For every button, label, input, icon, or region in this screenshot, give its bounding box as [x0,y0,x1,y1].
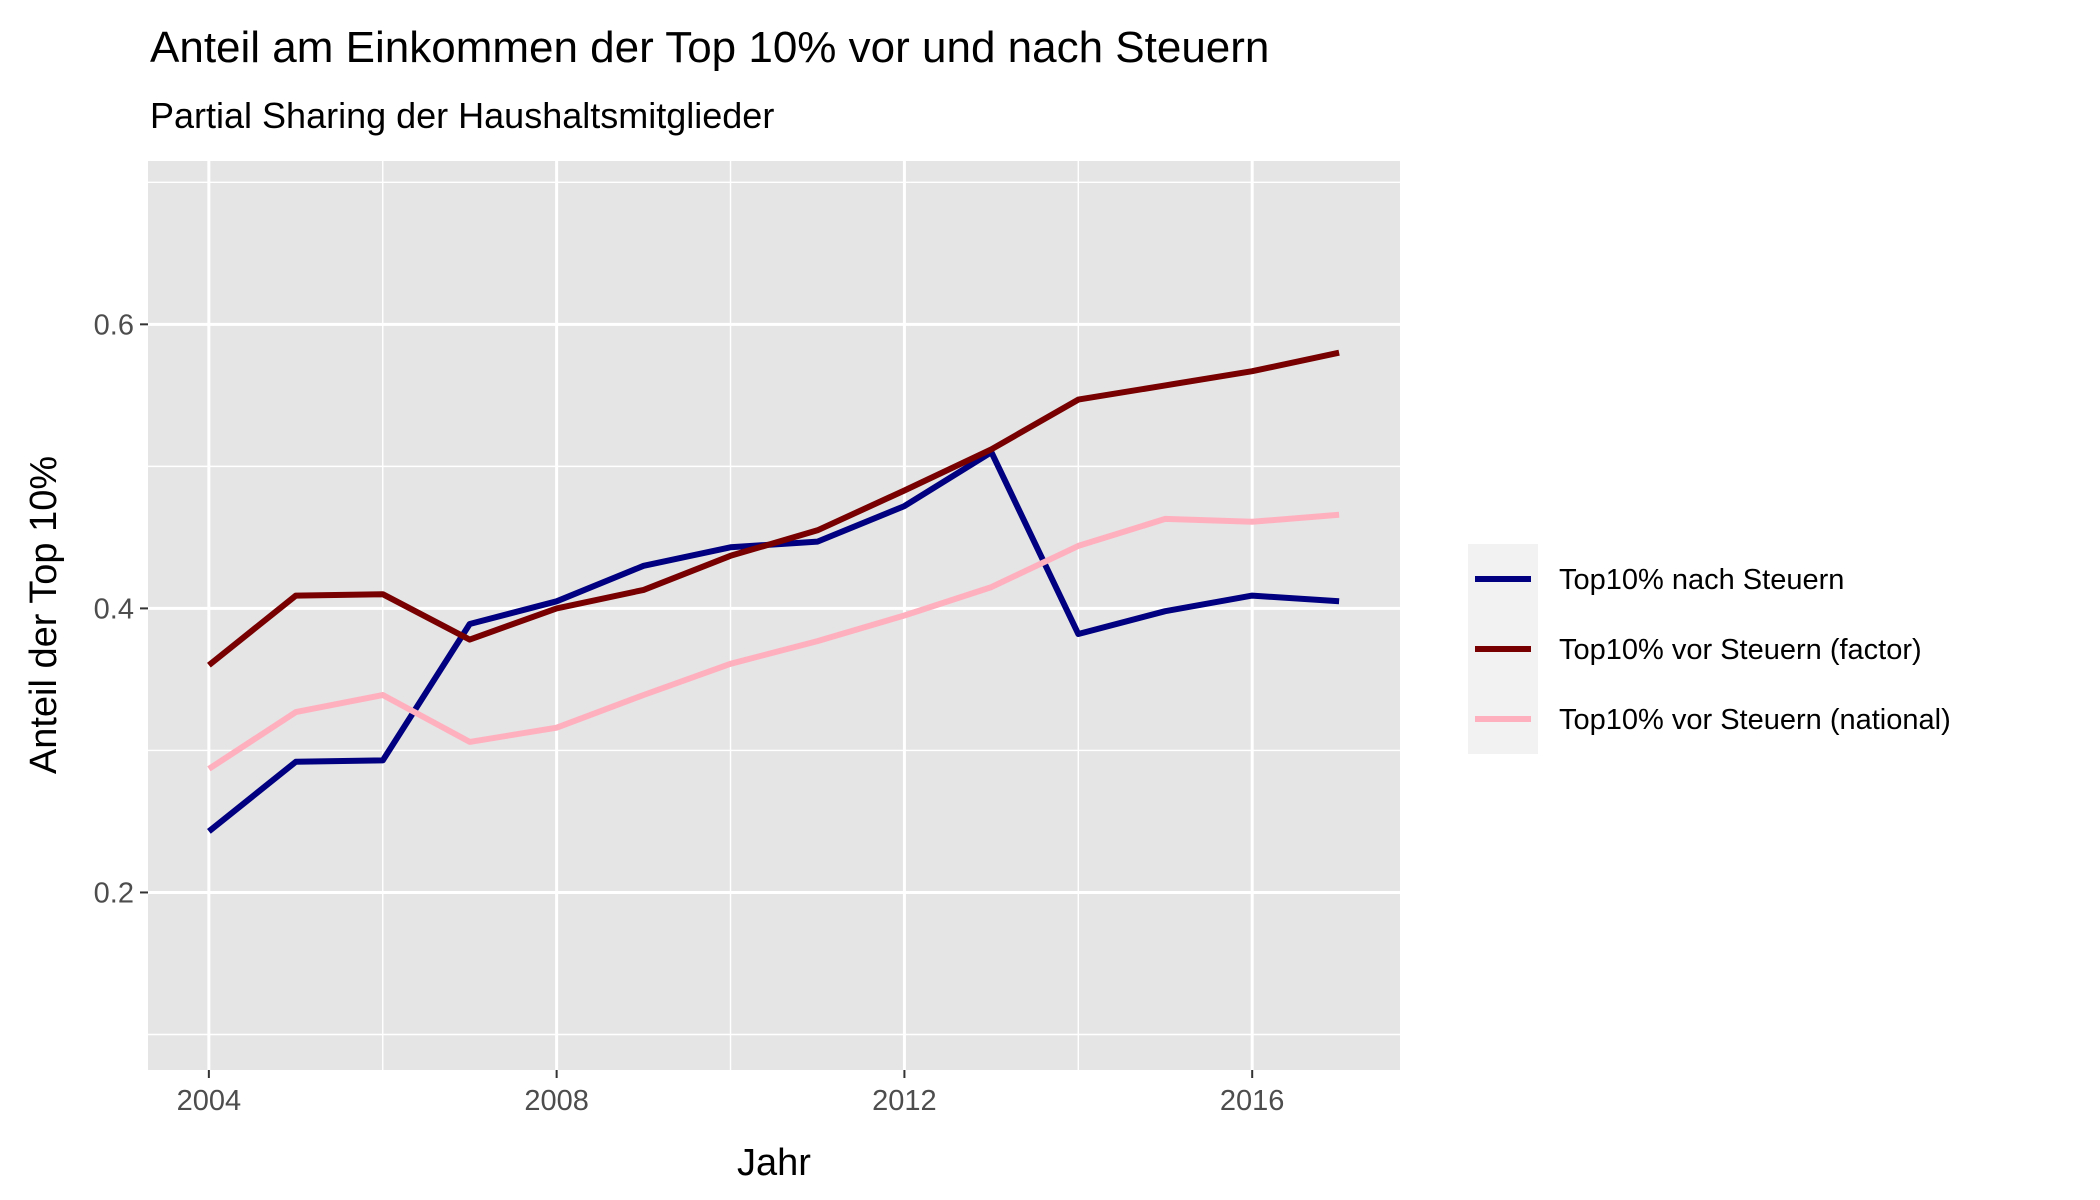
series-lines [207,349,1340,834]
y-tick-label: 0.2 [94,877,134,909]
chart-subtitle: Partial Sharing der Haushaltsmitglieder [150,95,774,136]
y-tick-label: 0.6 [94,309,134,341]
y-axis-title: Anteil der Top 10% [23,456,65,774]
plot-panel [148,161,1400,1070]
legend: Top10% nach Steuern Top10% vor Steuern (f… [1468,544,1951,754]
axis-ticks [140,323,1254,1078]
x-axis-title: Jahr [737,1142,811,1184]
x-tick-label: 2016 [1220,1085,1285,1117]
y-tick-label: 0.4 [94,593,134,625]
x-tick-label: 2008 [524,1085,589,1117]
x-tick-label: 2012 [872,1085,937,1117]
legend-label: Top10% nach Steuern [1559,564,1844,596]
legend-label: Top10% vor Steuern (national) [1559,704,1951,736]
series-line-2 [207,349,1340,668]
x-tick-label: 2004 [177,1085,242,1117]
tick-labels: 2004 2008 2012 2016 0.2 0.4 0.6 [94,309,1285,1117]
series-line-3 [207,511,1340,772]
legend-label: Top10% vor Steuern (factor) [1559,634,1922,666]
minor-gridlines [148,161,1400,1070]
chart-title: Anteil am Einkommen der Top 10% vor und … [150,23,1269,72]
